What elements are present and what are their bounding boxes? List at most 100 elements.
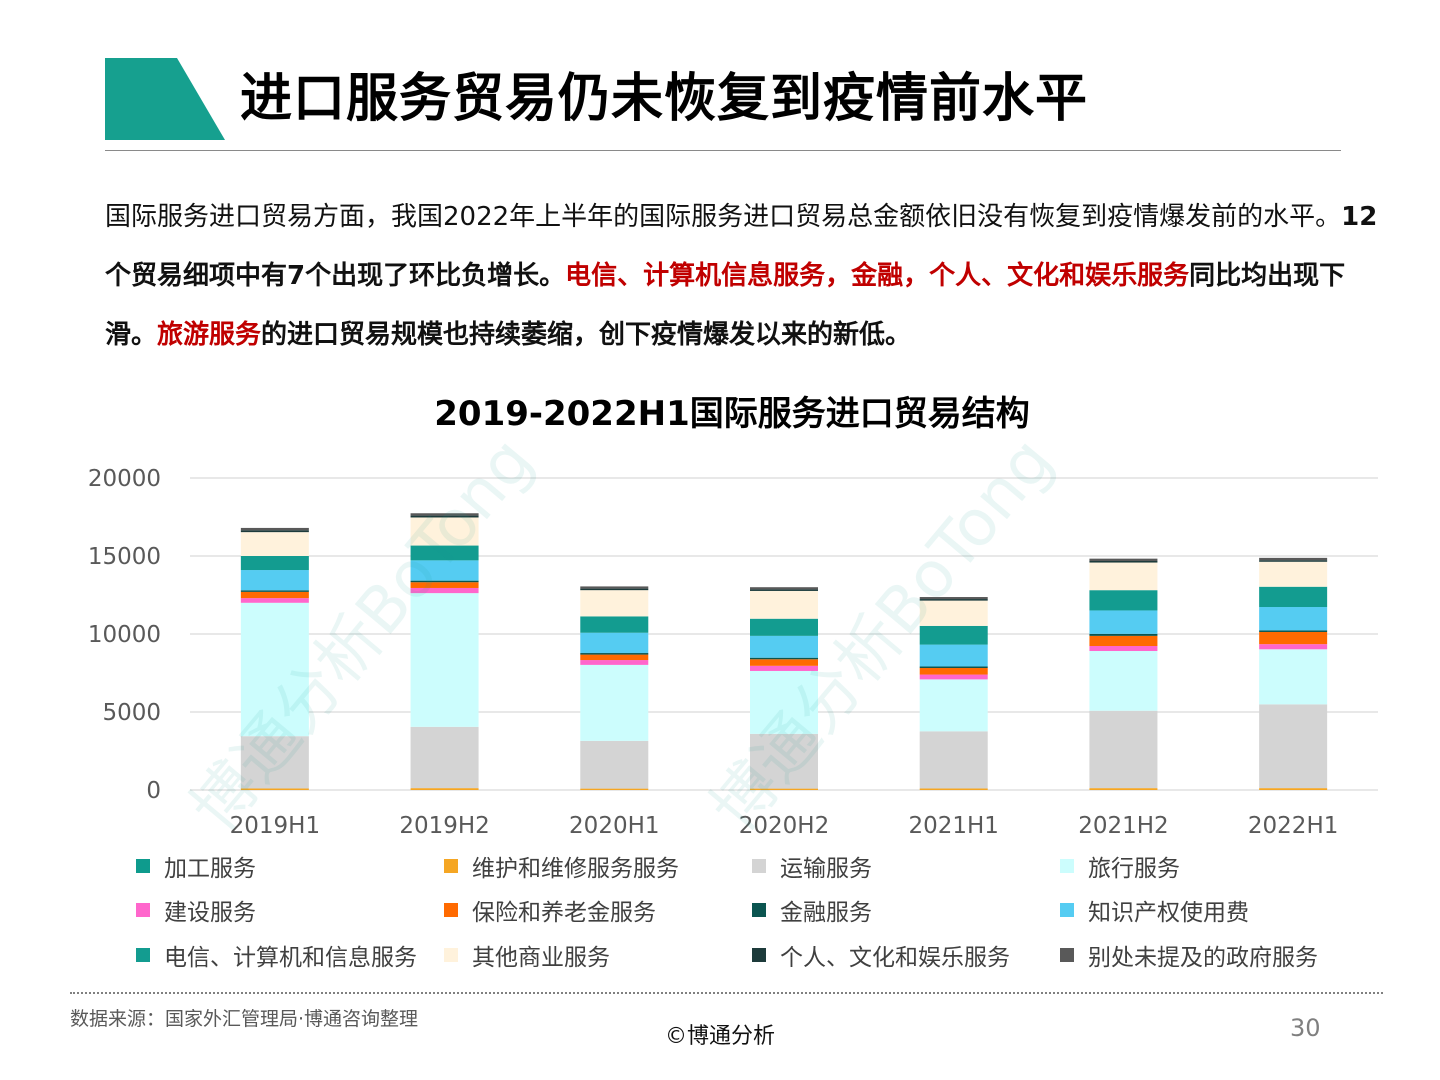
intro-emphasis-decline: 同比均出现下滑。 [105,261,1346,350]
bar-segment [240,736,309,789]
bar-segment [919,668,988,675]
bar-segment [410,517,479,546]
copyright-label: ©博通分析 [664,1024,775,1049]
footer-divider [70,992,1383,994]
intro-paragraph: 国际服务进口贸易方面，我国2022年上半年的国际服务进口贸易总金额依旧没有恢复到… [105,188,1395,365]
bar-segment [410,587,479,594]
bar-segment [240,788,309,790]
intro-text: 国际服务进口贸易方面，我国2022年上半年的国际服务进口贸易总金额依旧没有恢复到… [105,202,1342,232]
legend-label: 个人、文化和娱乐服务 [780,945,1010,971]
bar-segment [750,670,818,734]
source-note: 数据来源：国家外汇管理局·博通咨询整理 [70,1008,419,1030]
bar-segment [410,560,479,581]
legend-swatch [1060,903,1074,917]
bar-segment [410,582,479,588]
title-accent-shape [105,58,225,140]
bar-segment [1089,646,1158,652]
bar-segment [919,625,988,645]
x-tick-label: 2021H1 [908,813,998,839]
x-tick-label: 2022H1 [1248,813,1338,839]
bar-segment [1259,561,1328,587]
bar-segment [750,657,818,660]
bar-segment [919,597,988,600]
bar-segment [410,513,479,516]
page-title: 进口服务贸易仍未恢复到疫情前水平 [240,69,1089,129]
stacked-bar-chart: 2019-2022H1国际服务进口贸易结构 0 5000 10000 15000 2000… [88,394,1378,971]
bar-segment [1259,644,1328,650]
bar-segment [410,593,479,727]
bar-segment [580,586,649,589]
bar-segment [1259,630,1328,632]
legend-label: 维护和维修服务服务 [472,856,679,882]
bar-segment [750,733,818,789]
legend-swatch [136,903,150,917]
bar-segment [1089,788,1158,790]
bar-segment [1259,557,1328,561]
intro-emphasis-travel: 的进口贸易规模也持续萎缩，创下疫情爆发以来的新低。 [261,320,912,350]
bar-segment [919,644,988,667]
bar-segment [240,527,309,531]
legend-swatch [752,859,766,873]
bar-segment [1089,560,1158,563]
intro-highlight-travel: 旅游服务 [157,320,262,350]
bar-segment [1259,649,1328,705]
legend-swatch [444,859,458,873]
bar-segment [919,674,988,680]
y-tick-label: 10000 [88,622,161,648]
bar-segment [1089,590,1158,611]
chart-title: 2019-2022H1国际服务进口贸易结构 [434,394,1029,434]
bar-segment [750,589,818,591]
bar-segment [580,788,649,790]
bar-segment [580,660,649,665]
bar-segment [410,580,479,583]
bar-segment [919,599,988,601]
bar-segment [1089,635,1158,647]
bar-segment [410,788,479,790]
bar-segment [919,600,988,626]
intro-highlight-sectors: 电信、计算机信息服务，金融，个人、文化和娱乐服务 [565,261,1190,291]
bar-segment [750,587,818,590]
bar-segment [1259,607,1328,631]
legend-swatch [1060,948,1074,962]
bar-segment [580,740,649,789]
legend-swatch [136,859,150,873]
legend-label: 别处未提及的政府服务 [1088,945,1318,971]
bar-segment [750,659,818,666]
x-tick-label: 2021H2 [1078,813,1168,839]
intro-emphasis: 12个贸易细项中有7个出现了环比负增长。 [105,202,1378,291]
legend-label: 电信、计算机和信息服务 [164,945,417,971]
page-number: 30 [1290,1014,1321,1042]
bar-segment [1089,710,1158,789]
bar-segment [1259,704,1328,789]
bar-segment [410,545,479,561]
legend-swatch [444,903,458,917]
bar-segment [1089,633,1158,636]
y-tick-label: 0 [146,778,161,804]
bar-segment [919,666,988,669]
bar-segment [750,635,818,658]
bar-segment [240,602,309,737]
bar-segment [580,632,649,654]
x-tick-label: 2019H2 [399,813,489,839]
legend-label: 其他商业服务 [472,945,610,971]
bar-segment [580,654,649,661]
bar-segment [1259,631,1328,645]
y-tick-label: 20000 [88,466,161,492]
bar-segment [580,653,649,655]
watermark-text: 博通分析BoTong [178,424,548,845]
bar-segment [580,588,649,591]
bar-segment [1089,610,1158,634]
bar-segment [240,590,309,592]
legend-label: 运输服务 [780,856,872,882]
legend-label: 金融服务 [780,900,872,926]
bar-segment [750,665,818,671]
legend-label: 旅行服务 [1088,856,1180,882]
bar-segment [750,590,818,619]
bar-segment [410,726,479,789]
bar-segment [1259,586,1328,608]
legend-label: 加工服务 [164,856,256,882]
y-tick-label: 5000 [102,700,161,726]
bar-segment [240,556,309,571]
bar-segment [1259,560,1328,562]
legend-label: 建设服务 [164,900,256,926]
